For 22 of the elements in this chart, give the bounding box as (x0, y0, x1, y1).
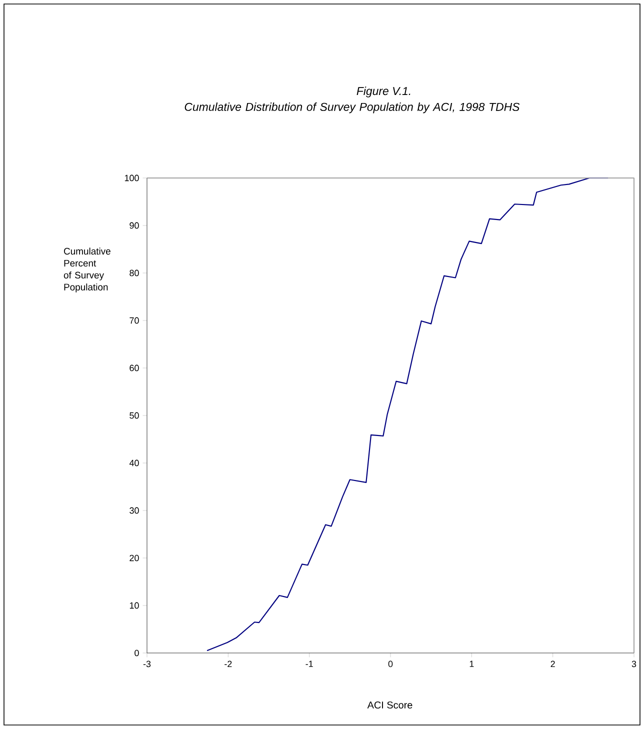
x-tick-label: -3 (143, 660, 151, 668)
chart-subtitle: Cumulative Distribution of Survey Population by ACI, 1998 TDHS (184, 102, 520, 114)
y-tick-label: 50 (130, 412, 139, 419)
y-tick-label: 10 (130, 602, 139, 609)
x-tick-label: 1 (470, 660, 474, 667)
y-tick-label: 80 (130, 270, 139, 276)
x-tick-label: 3 (632, 660, 636, 668)
y-tick-label: 40 (129, 460, 139, 466)
y-axis-title: Cumulative Percent of Survey Population (64, 248, 110, 292)
y-tick-label: 90 (130, 222, 139, 229)
y-tick-label: 60 (130, 364, 139, 372)
chart-title: Figure V.1. (356, 86, 410, 98)
y-tick-label: 0 (134, 650, 139, 656)
y-tick-label: 30 (130, 507, 139, 514)
y-tick-label: 100 (124, 174, 139, 182)
y-tick-label: 20 (130, 554, 139, 562)
x-tick-label: -2 (224, 660, 232, 668)
x-tick-label: -1 (306, 660, 313, 667)
x-tick-label: 0 (388, 660, 393, 668)
x-axis-title: ACI Score (367, 701, 412, 709)
x-tick-label: 2 (550, 660, 555, 668)
y-tick-label: 70 (130, 317, 139, 324)
